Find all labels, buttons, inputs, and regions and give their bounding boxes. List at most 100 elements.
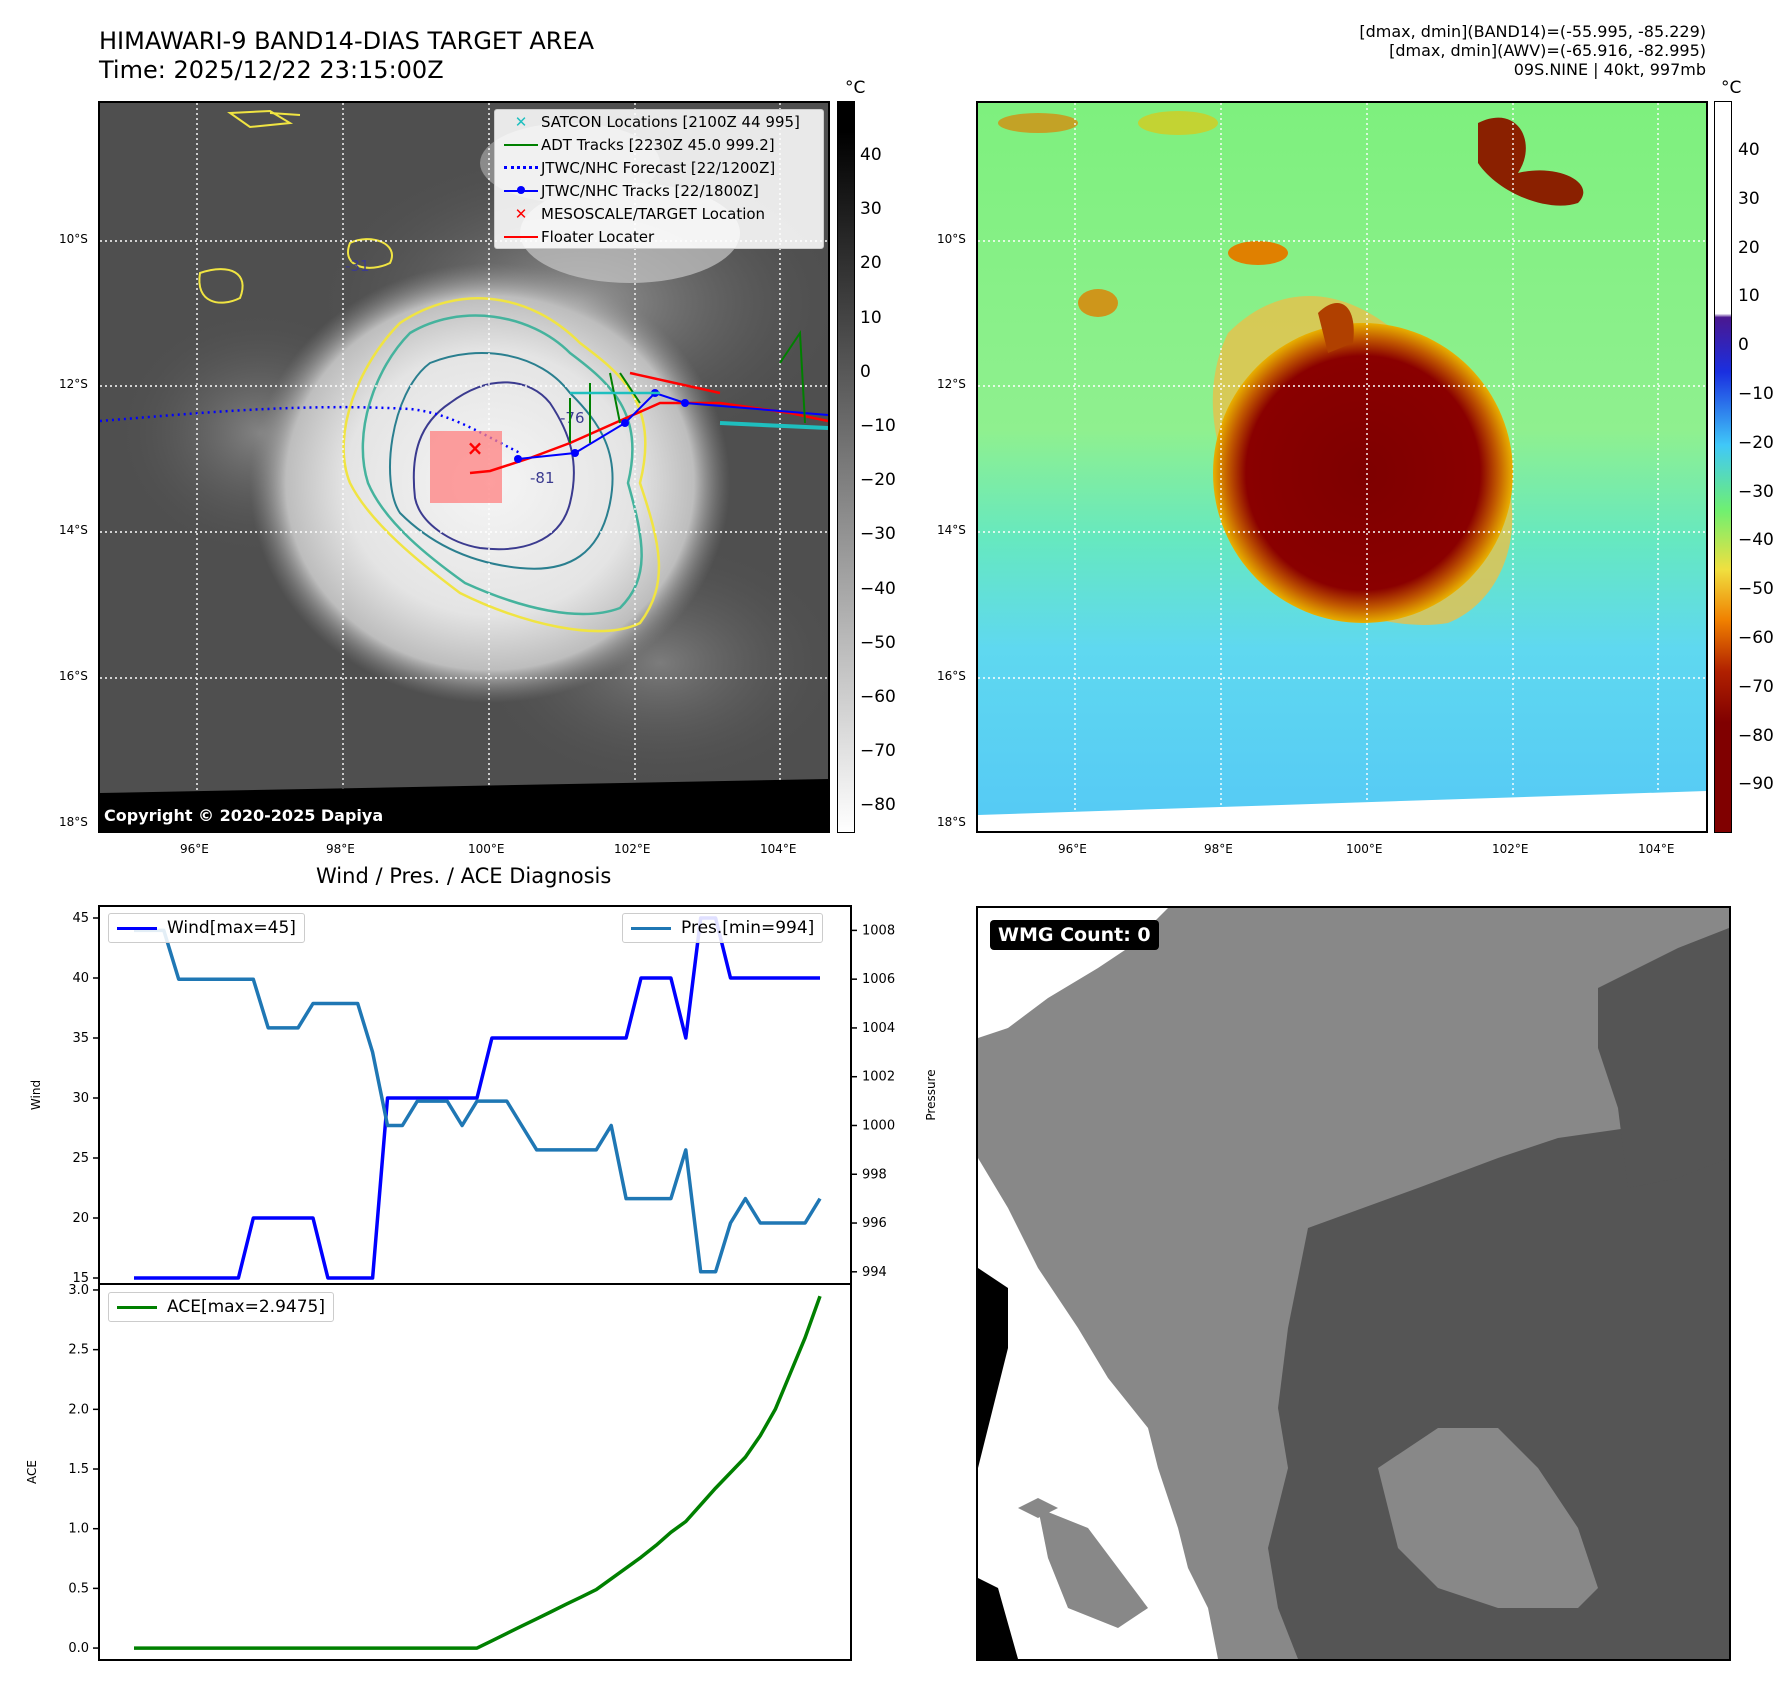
adt-line-icon [501,143,541,146]
awv-lat-label-10s: 10°S [937,232,966,246]
lat-label-14s: 14°S [59,523,88,537]
pressure-axis-label: Pressure [924,1069,938,1120]
lon-label-102e: 102°E [614,842,651,856]
contour-label-76: -76 [560,409,585,427]
ace-legend-line-icon [117,1305,157,1309]
colorbar-right-tick: −50 [1738,579,1774,600]
contour-label-31: -31 [345,257,370,275]
legend-item-satcon: ✕ SATCON Locations [2100Z 44 995] [495,110,823,133]
wind-tick-label: 25 [72,1151,89,1166]
awv-lon-label-104e: 104°E [1638,842,1675,856]
lat-label-18s: 18°S [59,815,88,829]
info-line-2: [dmax, dmin](AWV)=(-65.916, -82.995) [1389,41,1706,60]
storm-info: [dmax, dmin](BAND14)=(-55.995, -85.229) … [1359,22,1706,79]
pressure-legend: Pres.[min=994] [622,913,824,943]
wind-tick-label: 20 [72,1211,89,1226]
colorbar-left-tick: −50 [860,632,896,653]
colorbar-right-tick: 20 [1738,237,1760,258]
colorbar-right-tick: −10 [1738,384,1774,404]
awv-lat-label-12s: 12°S [937,377,966,391]
pressure-series [134,928,822,1274]
pressure-tick-label: 998 [862,1167,887,1182]
map-title: HIMAWARI-9 BAND14-DIAS TARGET AREA Time:… [99,27,594,85]
ace-tick-label: 2.5 [68,1343,89,1358]
colorbar-right-tick: −90 [1738,774,1774,795]
pressure-tick-label: 1002 [862,1070,895,1085]
lon-label-100e: 100°E [468,842,505,856]
awv-map-panel [976,101,1708,833]
colorbar-left-tick: −10 [860,416,896,436]
ir-map-panel: -31 -76 -81 × Copyright © 2020-2025 Dapi… [98,101,830,833]
awv-lon-label-98e: 98°E [1204,842,1233,856]
colorbar-left-tick: 20 [860,253,882,274]
wmg-panel: WMG Count: 0 [976,906,1731,1661]
wind-tick-label: 40 [72,971,89,986]
legend-item-forecast: JTWC/NHC Forecast [22/1200Z] [495,156,823,179]
colorbar-right-tick: −60 [1738,628,1774,648]
colorbar-right-tick: 10 [1738,286,1760,307]
legend-item-adt: ADT Tracks [2230Z 45.0 999.2] [495,133,823,156]
colorbar-left-tick: 10 [860,307,882,328]
ace-legend: ACE[max=2.9475] [108,1292,334,1322]
lat-label-16s: 16°S [59,669,88,683]
colorbar-left-tick: −80 [860,795,896,816]
colorbar-right-tick: −70 [1738,676,1774,697]
title-line-1: HIMAWARI-9 BAND14-DIAS TARGET AREA [99,27,595,55]
wind-tick-label: 45 [72,911,89,926]
info-line-1: [dmax, dmin](BAND14)=(-55.995, -85.229) [1359,22,1706,41]
pressure-legend-line-icon [631,926,671,930]
pressure-tick-label: 994 [862,1265,887,1280]
ace-axis-label: ACE [25,1460,39,1484]
ace-tick-label: 1.0 [68,1522,89,1537]
pressure-tick-label: 1000 [862,1118,895,1133]
lon-label-98e: 98°E [326,842,355,856]
awv-lat-label-18s: 18°S [937,815,966,829]
awv-lon-label-102e: 102°E [1492,842,1529,856]
wind-tick-label: 15 [72,1271,89,1286]
colorbar-right-tick: −20 [1738,432,1774,453]
colorbar-left-tick: 30 [860,199,882,220]
colorbar-right-tick: −30 [1738,481,1774,502]
pressure-tick-label: 1008 [862,923,895,938]
colorbar-right-unit: °C [1721,78,1742,98]
info-line-3: 09S.NINE | 40kt, 997mb [1513,60,1706,79]
pressure-tick-label: 1004 [862,1021,895,1036]
colorbar-left-tick: −30 [860,524,896,545]
awv-lon-label-96e: 96°E [1058,842,1087,856]
copyright-text: Copyright © 2020-2025 Dapiya [104,806,384,825]
colorbar-left-tick: 0 [860,361,871,382]
colorbar-left-tick: 40 [860,145,882,165]
colorbar-right-tick: 40 [1738,140,1760,160]
track-line-dot-icon [501,185,541,194]
awv-lon-label-100e: 100°E [1346,842,1383,856]
wind-tick-label: 30 [72,1091,89,1106]
svg-text:×: × [467,436,484,460]
legend-item-target: ✕ MESOSCALE/TARGET Location [495,202,823,225]
awv-map-image [978,103,1706,831]
pressure-tick-label: 1006 [862,972,895,987]
forecast-dotted-icon [501,166,541,169]
colorbar-left-tick: −20 [860,470,896,491]
ace-tick-label: 2.0 [68,1402,89,1417]
pressure-line [134,928,822,1274]
colorbar-left-tick: −70 [860,741,896,762]
awv-lat-label-14s: 14°S [937,523,966,537]
satcon-marker-icon: ✕ [514,112,528,131]
ace-tick-label: 1.5 [68,1462,89,1477]
ace-tick-label: 3.0 [68,1283,89,1298]
colorbar-left [837,101,855,833]
pressure-tick-label: 996 [862,1216,887,1231]
colorbar-right-tick: 0 [1738,335,1749,356]
wmg-count-badge: WMG Count: 0 [990,920,1159,950]
colorbar-right [1714,101,1732,833]
colorbar-left-unit: °C [845,78,866,98]
colorbar-right-tick: −80 [1738,725,1774,746]
ace-series [134,1295,822,1650]
wind-tick-label: 35 [72,1031,89,1046]
lon-label-104e: 104°E [760,842,797,856]
ace-line [134,1295,822,1650]
diagnosis-title: Wind / Pres. / ACE Diagnosis [316,864,612,888]
ace-tick-label: 0.5 [68,1581,89,1596]
wind-series [134,916,820,1280]
wind-axis-label: Wind [29,1080,43,1110]
